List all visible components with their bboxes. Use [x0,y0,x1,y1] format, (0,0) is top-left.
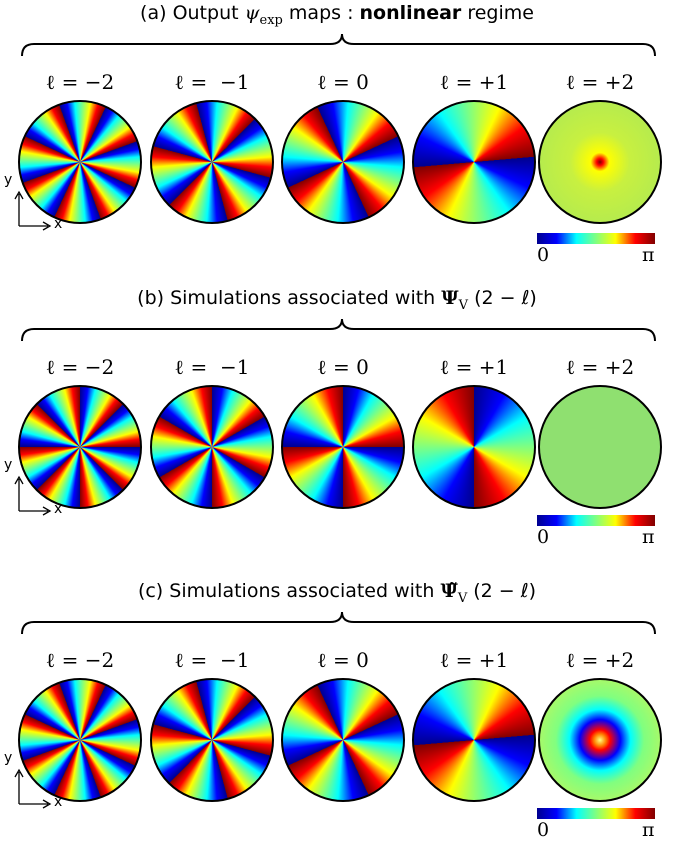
phase-map [150,385,274,509]
phase-map [538,678,662,802]
colorbar [537,233,655,244]
phase-map [412,678,536,802]
phase-map [412,100,536,224]
phase-map [150,100,274,224]
column-label: ℓ = −2 [45,70,115,94]
title-text: (2 − ℓ) [473,580,537,602]
panel-label: (a) [140,2,167,24]
axis-label-y: y [4,457,13,473]
colorbar-min: 0 [537,244,550,266]
phase-map [538,385,662,509]
title-subscript: V [457,590,468,606]
colorbar-max: π [642,819,655,841]
panel-title: (a) Output ψexp maps : nonlinear regime [0,2,674,28]
brace [21,318,656,342]
phase-map [412,385,536,509]
column-label: ℓ = +2 [565,648,635,672]
title-text: maps : [288,2,354,24]
column-label: ℓ = +2 [565,70,635,94]
phase-map [281,678,405,802]
brace [21,611,656,635]
column-label: ℓ = +1 [439,648,509,672]
panel-title: (b) Simulations associated with ΨV (2 − … [0,287,674,313]
title-text: (2 − ℓ) [474,287,537,309]
phase-map [18,678,142,802]
column-label: ℓ = −2 [45,648,115,672]
title-text: Simulations associated with [170,287,436,309]
column-label: ℓ = −1 [174,355,250,379]
title-symbol: Ψ [441,287,459,309]
brace-path [21,318,656,342]
column-label: ℓ = +1 [439,355,509,379]
phase-map [281,100,405,224]
axis-label-y: y [4,750,13,766]
axes-icon [14,190,52,231]
colorbar [537,515,655,526]
axis-label-x: x [54,794,63,810]
column-label: ℓ = −1 [174,648,250,672]
title-bold: nonlinear [359,2,462,24]
phase-map [150,678,274,802]
colorbar [537,808,655,819]
phase-map [18,385,142,509]
axes-icon [14,475,52,516]
phase-map [18,100,142,224]
axes-arrows [14,475,52,516]
title-text: regime [467,2,534,24]
column-label: ℓ = +1 [439,70,509,94]
title-symbol: ψ [244,2,260,24]
brace-path [21,33,656,57]
colorbar-max: π [642,244,655,266]
panel-title: (c) Simulations associated with Ψ̃V (2 −… [0,580,674,606]
brace [21,33,656,57]
phase-map [281,385,405,509]
column-label: ℓ = 0 [317,355,369,379]
colorbar-min: 0 [537,819,550,841]
axes-arrows [14,190,52,231]
panel-label: (c) [137,580,164,602]
title-symbol: Ψ̃ [440,580,458,602]
column-label: ℓ = 0 [317,70,369,94]
brace-path [21,611,656,635]
column-label: ℓ = −1 [174,70,250,94]
axis-label-x: x [54,501,63,517]
colorbar-max: π [642,526,655,548]
panel-label: (b) [137,287,165,309]
column-label: ℓ = +2 [565,355,635,379]
axes-arrows [14,768,52,809]
axis-label-x: x [54,216,63,232]
title-text: Output [172,2,239,24]
column-label: ℓ = −2 [45,355,115,379]
colorbar-min: 0 [537,526,550,548]
title-text: Simulations associated with [169,580,435,602]
title-subscript: V [458,297,469,313]
axis-label-y: y [4,172,13,188]
title-subscript: exp [259,12,283,28]
column-label: ℓ = 0 [317,648,369,672]
axes-icon [14,768,52,809]
phase-map [538,100,662,224]
